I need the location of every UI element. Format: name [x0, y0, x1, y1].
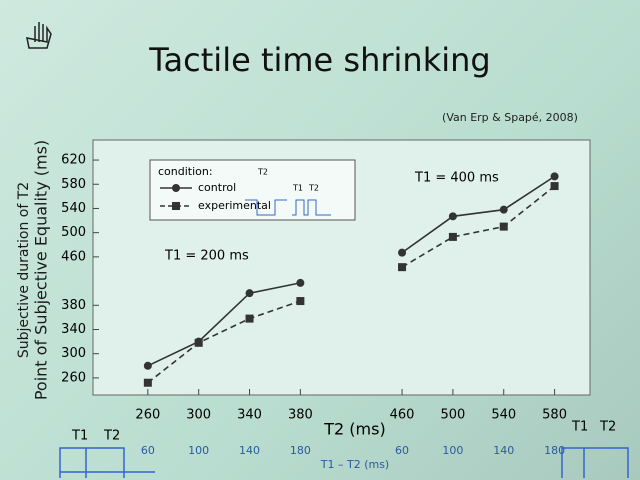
y-tick-label: 500	[61, 225, 86, 240]
y-label: Subjective duration of T2	[16, 182, 32, 358]
diagram-label: T1	[71, 429, 88, 444]
legend-label: experimental	[198, 199, 271, 212]
x-tick-label: 500	[440, 408, 465, 423]
marker	[398, 263, 407, 272]
diagram-label: T2	[308, 184, 319, 193]
diagram-left	[59, 447, 155, 478]
x2-tick-label: 60	[141, 444, 155, 457]
hand-icon	[26, 22, 52, 49]
marker	[143, 361, 152, 370]
diagram-right	[561, 447, 629, 478]
marker	[398, 248, 407, 257]
legend-marker	[172, 184, 180, 192]
series-line	[147, 175, 556, 367]
x-tick-label: 540	[491, 408, 516, 423]
x-tick-label: 260	[135, 408, 160, 423]
marker	[143, 378, 152, 387]
y-tick-label: 620	[61, 153, 86, 168]
x2-tick-label: 100	[442, 444, 463, 457]
x2-tick-label: 100	[188, 444, 209, 457]
y-label: Point of Subjective Equality (ms)	[32, 140, 51, 400]
citation: (Van Erp & Spapé, 2008)	[442, 111, 578, 124]
marker	[194, 338, 203, 347]
legend-diagram	[245, 199, 331, 216]
marker	[296, 297, 305, 306]
marker	[296, 278, 305, 287]
marker	[550, 172, 559, 181]
y-tick-label: 380	[61, 298, 86, 313]
diagram-label: T2	[103, 429, 120, 444]
series-line	[147, 185, 556, 384]
x-tick-label: 300	[186, 408, 211, 423]
legend: condition: T2 T1 T2	[149, 159, 356, 221]
x2-tick-label: 180	[544, 444, 565, 457]
x-label: T2 (ms)	[323, 420, 385, 439]
legend-title: condition:	[158, 165, 213, 178]
marker	[448, 232, 457, 241]
y-tick-label: 540	[61, 201, 86, 216]
y-tick-label: 580	[61, 177, 86, 192]
diagram-label: T2	[257, 168, 268, 177]
x2-label: T1 – T2 (ms)	[320, 458, 389, 471]
annotation: T1 = 200 ms	[164, 249, 249, 264]
annotation: T1 = 400 ms	[414, 171, 499, 186]
x-tick-label: 340	[237, 408, 262, 423]
diagram-label: T1	[292, 184, 303, 193]
x-tick-label: 380	[288, 408, 313, 423]
corner-diagrams: T1 T2 T1 T2	[59, 420, 629, 478]
legend-box	[149, 159, 356, 221]
marker	[499, 205, 508, 214]
x2-tick-label: 140	[239, 444, 260, 457]
marker	[448, 212, 457, 221]
marker	[499, 222, 508, 231]
diagram-label: T2	[599, 420, 616, 435]
marker	[245, 289, 254, 298]
x-tick-label: 580	[542, 408, 567, 423]
y-tick-label: 300	[61, 346, 86, 361]
legend-marker	[172, 202, 180, 210]
y-tick-label: 260	[61, 370, 86, 385]
y-tick-label: 460	[61, 249, 86, 264]
slide-title: Tactile time shrinking	[148, 41, 490, 79]
marker	[550, 182, 559, 191]
x-tick-label: 460	[390, 408, 415, 423]
x2-tick-label: 140	[493, 444, 514, 457]
marker	[245, 314, 254, 323]
diagram-label: T1	[571, 420, 588, 435]
x2-tick-label: 60	[395, 444, 409, 457]
x2-tick-label: 180	[290, 444, 311, 457]
y-tick-label: 340	[61, 322, 86, 337]
legend-label: control	[198, 181, 236, 194]
